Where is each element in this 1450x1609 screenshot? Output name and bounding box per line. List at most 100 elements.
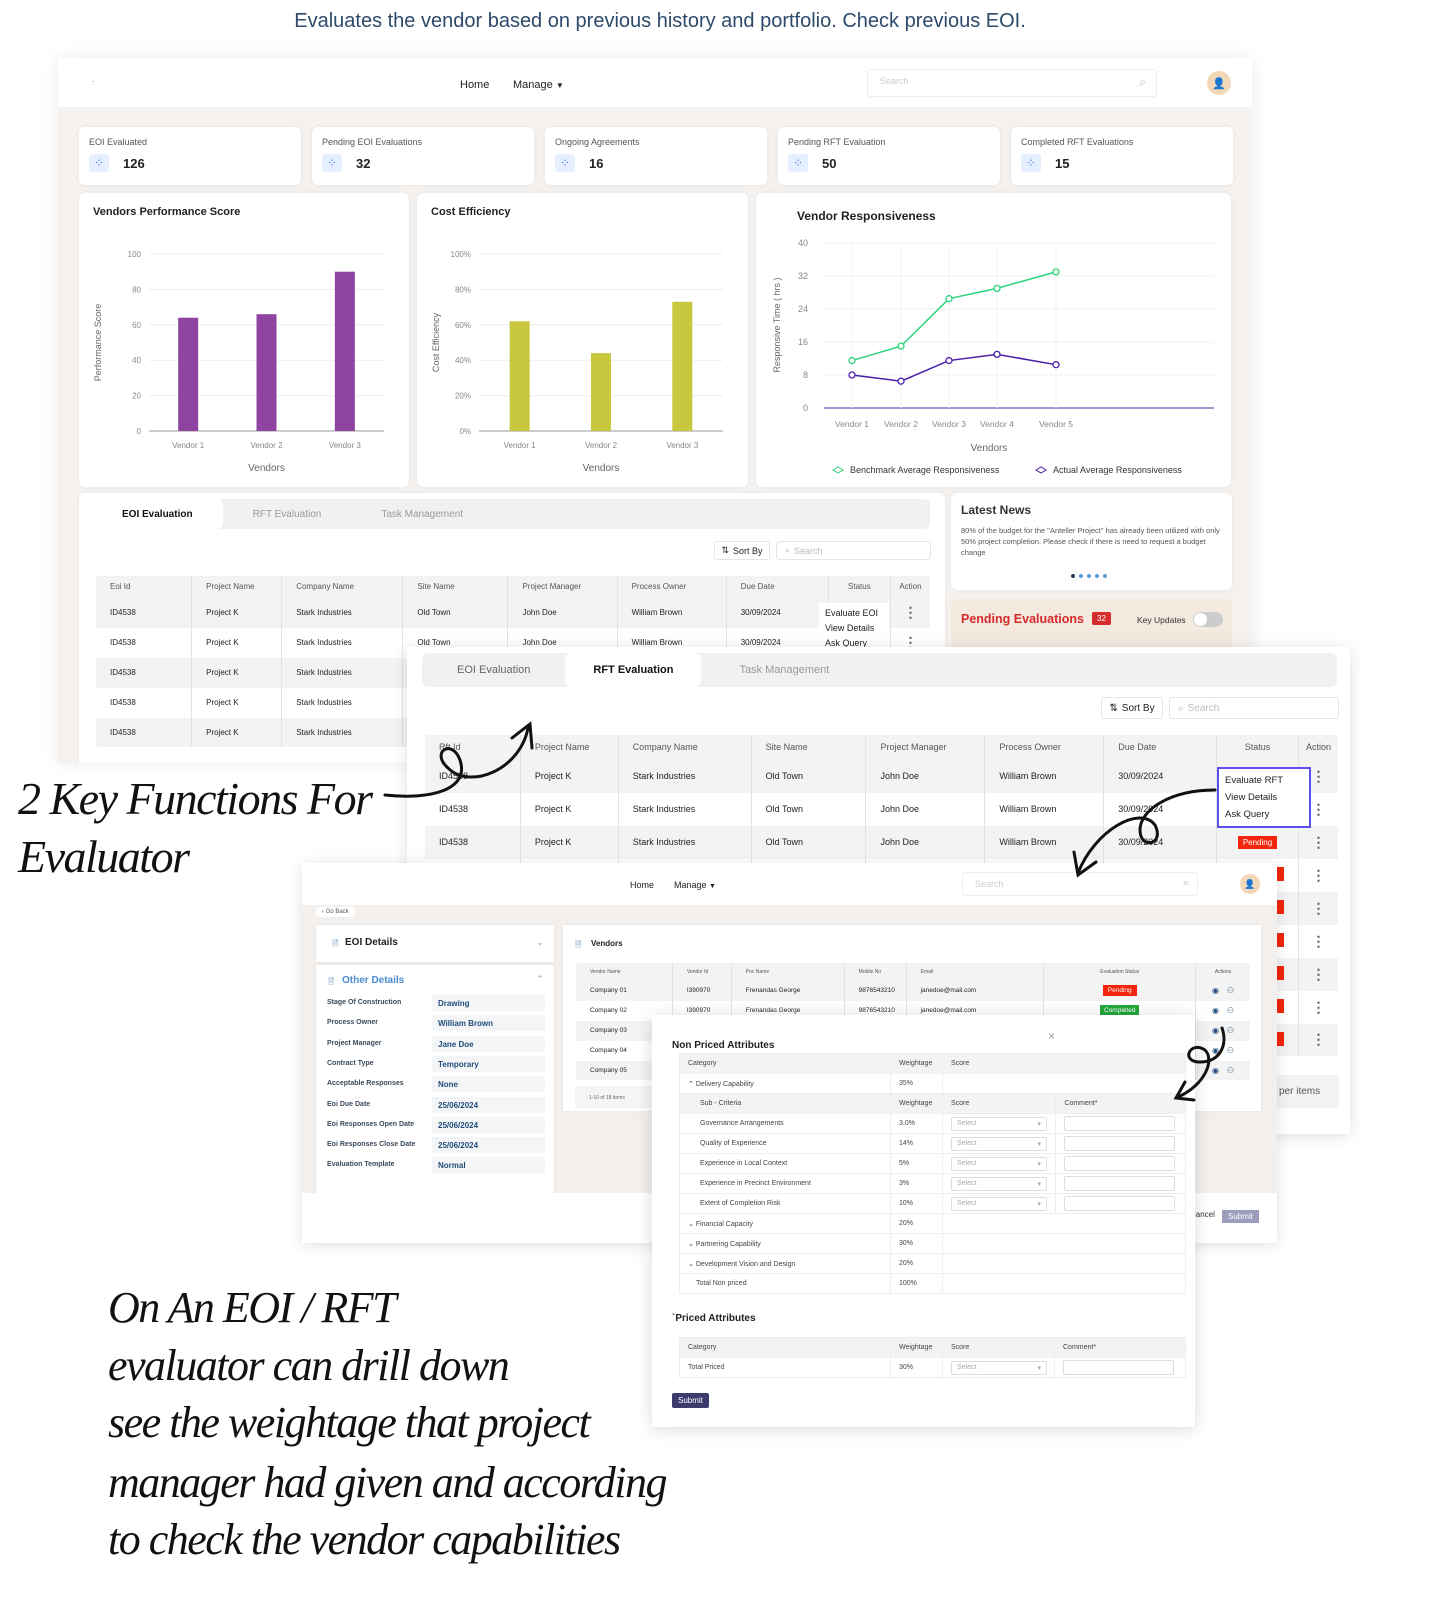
comment-input[interactable] [1064, 1136, 1176, 1151]
menu-item[interactable]: View Details [825, 623, 875, 633]
score-select[interactable]: Select ▾ [951, 1156, 1047, 1171]
carousel-dot[interactable] [1087, 574, 1091, 578]
view-icon[interactable]: ◉ [1211, 1065, 1219, 1075]
search-placeholder: Search [880, 76, 909, 86]
comment-input[interactable] [1064, 1116, 1176, 1131]
modal-submit-button[interactable]: Submit [672, 1393, 709, 1408]
chevron-left-icon: ‹ [322, 909, 326, 915]
nav-home[interactable]: Home [630, 880, 655, 890]
tab-eoi-evaluation[interactable]: EOI Evaluation [457, 664, 531, 676]
caret-down-icon: ▾ [1037, 1120, 1041, 1128]
nav-home[interactable]: Home [460, 79, 490, 91]
caret-down-icon: ▼ [709, 883, 716, 890]
tab-rft-evaluation[interactable]: RFT Evaluation [565, 653, 702, 687]
submit-button[interactable]: Submit [1222, 1210, 1259, 1223]
tab-task-management[interactable]: Task Management [739, 664, 830, 676]
more-actions-icon[interactable]: ⋮ [1311, 1031, 1326, 1048]
rft-pagination[interactable]: per items [1277, 1075, 1339, 1108]
nav-manage[interactable]: Manage ▼ [513, 79, 564, 91]
key-updates-toggle[interactable] [1193, 612, 1223, 627]
assign-user-icon[interactable]: ⚇ [1226, 986, 1235, 995]
score-select[interactable]: Select ▾ [951, 1136, 1047, 1151]
category-delivery[interactable]: ⌃ Delivery Capability [679, 1073, 891, 1094]
comment-input[interactable] [1064, 1196, 1176, 1211]
chevron-down-icon[interactable]: ⌄ [688, 1260, 696, 1268]
tab-task-management[interactable]: Task Management [381, 508, 464, 520]
more-actions-icon[interactable]: ⋮ [1311, 932, 1326, 949]
table-cell: 9876543210 [844, 980, 907, 1001]
category-row[interactable]: ⌄ Development Vision and Design [679, 1253, 891, 1274]
score-select[interactable]: Select ▾ [951, 1360, 1047, 1375]
tab-rft-evaluation[interactable]: RFT Evaluation [252, 508, 322, 520]
table-search-input[interactable]: ⌕ Search [1169, 697, 1339, 719]
nav-manage[interactable]: Manage ▼ [674, 880, 716, 890]
chevron-up-icon[interactable]: ⌃ [536, 974, 544, 984]
score-select[interactable]: Select ▾ [951, 1176, 1047, 1191]
assign-user-icon[interactable]: ⚇ [1226, 1006, 1235, 1015]
data-point [1052, 361, 1060, 369]
table-cell: Old Town [751, 759, 867, 793]
menu-item[interactable]: Evaluate RFT [1225, 775, 1284, 786]
more-actions-icon[interactable]: ⋮ [903, 634, 918, 650]
table-row[interactable]: ID4538 Project K Stark Industries Old Town J… [96, 597, 930, 628]
eoi-details-accordion[interactable]: 🗎 EOI Details ⌄ [316, 925, 554, 962]
menu-item[interactable]: View Details [1225, 792, 1278, 803]
close-icon[interactable]: × [1048, 1029, 1056, 1043]
more-actions-icon[interactable]: ⋮ [1311, 767, 1326, 784]
carousel-dot[interactable] [1071, 574, 1075, 578]
chevron-down-icon[interactable]: ⌄ [688, 1220, 696, 1228]
sort-by-button[interactable]: ⇅ Sort By [1101, 697, 1163, 719]
assign-user-icon[interactable]: ⚇ [1226, 1026, 1235, 1035]
more-actions-icon[interactable]: ⋮ [1311, 866, 1326, 883]
table-row[interactable]: ID4538 Project K Stark Industries Old Town J… [425, 792, 1338, 826]
table-header-row: Vendor Name Vendor Id Poc Name Mobile No Ema… [576, 963, 1250, 981]
more-actions-icon[interactable]: ⋮ [1311, 899, 1326, 916]
stat-value: 126 [123, 156, 145, 171]
cancel-button[interactable]: Cancel [1190, 1210, 1215, 1219]
search-input[interactable]: Search ⌕ [867, 69, 1157, 97]
table-row[interactable]: Company 01 I390970 Frenandas George 9876543… [576, 980, 1250, 1001]
score-select[interactable]: Select ▾ [951, 1116, 1047, 1131]
table-search-input[interactable]: ⌕ Search [776, 541, 931, 560]
menu-item[interactable]: Evaluate EOI [825, 608, 879, 618]
assign-user-icon[interactable]: ⚇ [1226, 1046, 1235, 1055]
more-actions-icon[interactable]: ⋮ [1311, 998, 1326, 1015]
chevron-up-icon[interactable]: ⌃ [688, 1080, 696, 1088]
more-actions-icon[interactable]: ⋮ [903, 604, 918, 620]
view-icon[interactable]: ◉ [1211, 1006, 1219, 1015]
comment-input[interactable] [1064, 1176, 1176, 1191]
carousel-dot[interactable] [1079, 574, 1083, 578]
table-row[interactable]: ID4538 Project K Stark Industries Old Town J… [425, 825, 1338, 859]
carousel-dot[interactable] [1103, 574, 1107, 578]
score-select[interactable]: Select ▾ [951, 1196, 1047, 1211]
more-actions-icon[interactable]: ⋮ [1311, 833, 1326, 850]
caret-down-icon: ▼ [555, 81, 564, 90]
menu-item[interactable]: Ask Query [1225, 809, 1270, 820]
carousel-dot[interactable] [1095, 574, 1099, 578]
table-row[interactable]: ID4538 Project K Stark Industries Old Town J… [425, 759, 1338, 793]
table-cell: ID4538 [96, 717, 193, 747]
category-row[interactable]: ⌄ Financial Capacity [679, 1213, 891, 1234]
table-cell: John Doe [865, 759, 986, 793]
avatar[interactable]: 👤 [1240, 874, 1260, 894]
data-point [993, 350, 1001, 359]
view-icon[interactable]: ◉ [1211, 986, 1219, 995]
tab-eoi-evaluation[interactable]: EOI Evaluation [92, 499, 223, 529]
note-body-line4: manager had given and according [108, 1458, 667, 1507]
category-row[interactable]: ⌄ Partnering Capability [679, 1233, 891, 1254]
chevron-down-icon[interactable]: ⌄ [688, 1240, 696, 1248]
comment-input[interactable] [1064, 1156, 1176, 1171]
avatar[interactable]: 👤 [1207, 71, 1231, 95]
comment-input[interactable] [1063, 1360, 1174, 1375]
menu-item[interactable]: Ask Query [825, 638, 868, 648]
go-back-button[interactable]: ‹ Go Back [316, 907, 355, 917]
view-icon[interactable]: ◉ [1211, 1046, 1219, 1055]
loading-icon: ⁘ [89, 154, 109, 172]
view-icon[interactable]: ◉ [1211, 1026, 1219, 1035]
search-input[interactable]: Search ⌕ [962, 872, 1198, 896]
assign-user-icon[interactable]: ⚇ [1226, 1065, 1235, 1075]
more-actions-icon[interactable]: ⋮ [1311, 800, 1326, 817]
sort-by-button[interactable]: ⇅ Sort By [714, 541, 770, 560]
more-actions-icon[interactable]: ⋮ [1311, 965, 1326, 982]
search-placeholder: Search [1187, 702, 1220, 714]
